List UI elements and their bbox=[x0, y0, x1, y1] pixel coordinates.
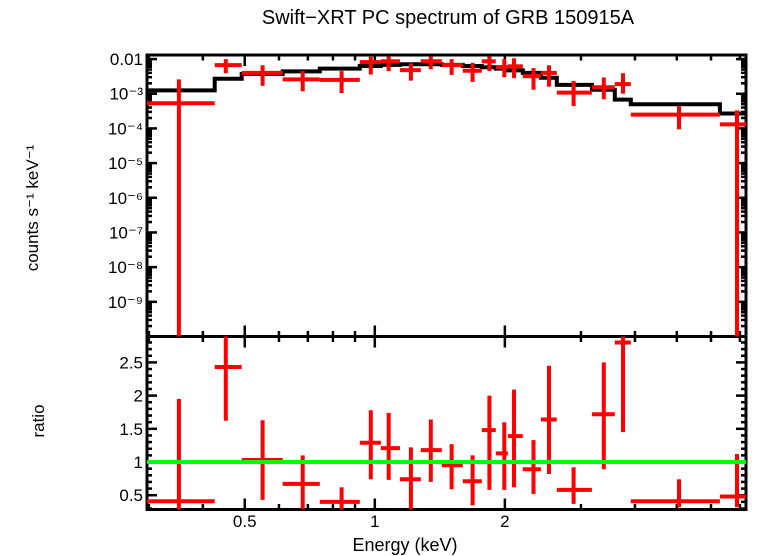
svg-text:1.5: 1.5 bbox=[119, 420, 143, 439]
spectrum-data-points bbox=[147, 56, 746, 337]
svg-text:10⁻³: 10⁻³ bbox=[109, 85, 143, 104]
svg-text:1: 1 bbox=[134, 453, 143, 472]
svg-text:2.5: 2.5 bbox=[119, 353, 143, 372]
panel-frames bbox=[145, 53, 748, 511]
svg-text:2: 2 bbox=[500, 512, 509, 531]
svg-text:0.5: 0.5 bbox=[233, 512, 257, 531]
bottom-y-axis-label: ratio bbox=[29, 404, 48, 437]
svg-text:10⁻⁸: 10⁻⁸ bbox=[108, 258, 143, 277]
svg-text:0.5: 0.5 bbox=[119, 486, 143, 505]
svg-text:10⁻⁴: 10⁻⁴ bbox=[108, 119, 143, 138]
svg-text:2: 2 bbox=[134, 387, 143, 406]
x-axis-label: Energy (keV) bbox=[352, 535, 457, 555]
svg-text:1: 1 bbox=[370, 512, 379, 531]
plot-title: Swift−XRT PC spectrum of GRB 150915A bbox=[262, 7, 635, 29]
svg-text:10⁻⁷: 10⁻⁷ bbox=[109, 223, 143, 242]
top-y-axis-label: counts s⁻¹ keV⁻¹ bbox=[23, 144, 42, 271]
ratio-data-points bbox=[147, 336, 746, 510]
svg-text:10⁻⁹: 10⁻⁹ bbox=[108, 293, 143, 312]
axis-tick-marks bbox=[147, 55, 746, 510]
axis-tick-labels: 0.01 10⁻³ 10⁻⁴ 10⁻⁵ 10⁻⁶ 10⁻⁷ 10⁻⁸ 10⁻⁹ 0.5 1 1.5 2… bbox=[108, 50, 510, 531]
svg-text:10⁻⁶: 10⁻⁶ bbox=[108, 189, 143, 208]
svg-text:10⁻⁵: 10⁻⁵ bbox=[108, 154, 143, 173]
folded-model-step-line bbox=[147, 62, 746, 116]
svg-text:0.01: 0.01 bbox=[110, 50, 143, 69]
